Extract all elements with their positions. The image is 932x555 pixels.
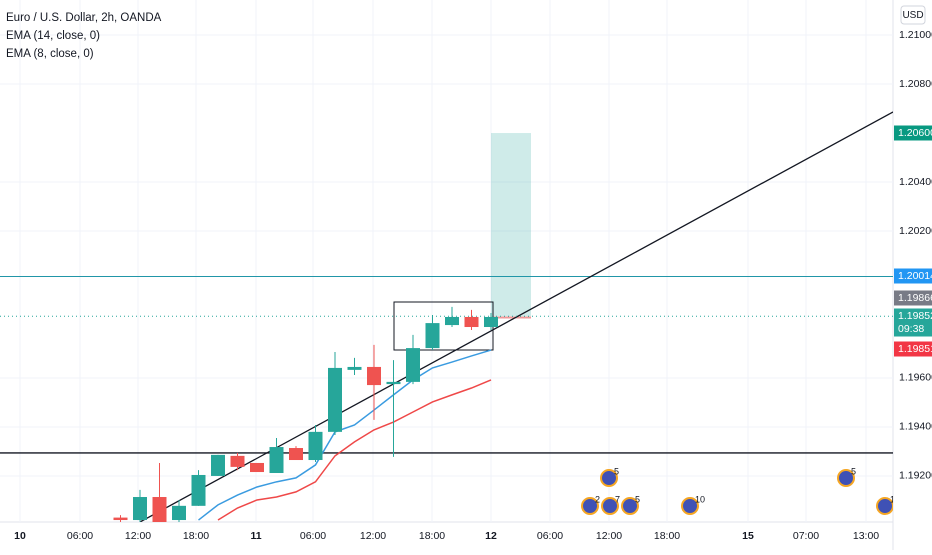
price-badge <box>894 341 932 357</box>
candle-body <box>367 366 381 386</box>
x-tick-label: 12 <box>485 530 497 542</box>
event-icon[interactable]: 5 <box>837 466 856 487</box>
x-tick-label: 18:00 <box>654 530 680 542</box>
y-tick-label: 1.19600 <box>899 372 932 384</box>
x-tick-label: 06:00 <box>300 530 326 542</box>
legend-entry: EMA (14, close, 0) <box>6 30 100 42</box>
event-count: 1 <box>890 494 895 504</box>
x-tick-label: 18:00 <box>419 530 445 542</box>
y-tick-label: 1.20400 <box>899 176 932 188</box>
x-tick-label: 12:00 <box>596 530 622 542</box>
event-count: 10 <box>695 494 705 504</box>
candle-body <box>191 474 206 506</box>
event-count: 5 <box>614 466 619 476</box>
candle-body <box>211 454 225 476</box>
x-tick-label: 15 <box>742 530 754 542</box>
event-circle <box>601 497 619 515</box>
candle-body <box>133 497 147 521</box>
price-badge <box>894 290 932 306</box>
event-circle <box>600 469 618 487</box>
event-circle <box>621 497 639 515</box>
candle-body <box>113 517 128 521</box>
price-badge-label: 1.19851 <box>898 343 932 355</box>
candle-body <box>484 316 498 328</box>
event-icon[interactable]: 1 <box>876 494 895 515</box>
event-count: 2 <box>595 494 600 504</box>
ema-line <box>217 379 492 521</box>
event-circle <box>581 497 599 515</box>
y-tick-label: 1.19200 <box>899 470 932 482</box>
x-tick-label: 06:00 <box>537 530 563 542</box>
candle-body <box>386 381 401 385</box>
candle-body <box>250 462 264 473</box>
currency-button[interactable] <box>900 5 926 25</box>
candle-body <box>152 497 167 522</box>
profit-zone <box>491 133 531 317</box>
price-badge-timer: 09:38 <box>898 323 924 335</box>
event-count: 7 <box>615 494 620 504</box>
ema-line <box>198 349 492 521</box>
y-tick-label: 1.19400 <box>899 421 932 433</box>
event-icon[interactable]: 7 <box>601 494 620 515</box>
y-tick-label: 1.20200 <box>899 225 932 237</box>
event-icon[interactable]: 2 <box>581 494 600 515</box>
candle-body <box>425 323 440 349</box>
trend-line <box>139 111 893 522</box>
candle-body <box>172 505 186 521</box>
x-tick-label: 13:00 <box>853 530 879 542</box>
x-tick-label: 06:00 <box>67 530 93 542</box>
x-tick-label: 10 <box>14 530 26 542</box>
event-icon[interactable]: 10 <box>681 494 705 515</box>
price-badge-label: 1.19852 <box>898 310 932 322</box>
x-tick-label: 12:00 <box>125 530 151 542</box>
candle-body <box>445 316 459 326</box>
candle-body <box>347 366 362 370</box>
chart-title: Euro / U.S. Dollar, 2h, OANDA <box>6 12 162 24</box>
event-icon[interactable]: 5 <box>621 494 640 515</box>
x-tick-label: 12:00 <box>360 530 386 542</box>
currency-label: USD <box>902 10 923 21</box>
event-icon[interactable]: 5 <box>600 466 619 487</box>
candle-body <box>230 455 245 467</box>
event-circle <box>837 469 855 487</box>
price-badge-label: 1.19866 <box>898 292 932 304</box>
event-count: 5 <box>851 466 856 476</box>
x-tick-label: 07:00 <box>793 530 819 542</box>
event-count: 5 <box>635 494 640 504</box>
candle-body <box>289 448 303 461</box>
y-tick-label: 1.20800 <box>899 78 932 90</box>
price-badge <box>894 308 932 337</box>
candle-body <box>406 348 420 382</box>
price-badge <box>894 268 932 284</box>
price-badge-label: 1.20014 <box>898 270 932 282</box>
candle-body <box>328 367 342 432</box>
candle-body <box>269 447 284 474</box>
legend-entry: EMA (8, close, 0) <box>6 48 94 60</box>
candle-body <box>308 431 323 461</box>
event-circle <box>876 497 893 515</box>
y-tick-label: 1.21000 <box>899 29 932 41</box>
event-circle <box>681 497 699 515</box>
price-badge-label: 1.20600 <box>898 127 932 139</box>
x-tick-label: 18:00 <box>183 530 209 542</box>
x-tick-label: 11 <box>250 530 261 542</box>
price-badge <box>894 125 932 141</box>
candle-body <box>464 316 479 328</box>
